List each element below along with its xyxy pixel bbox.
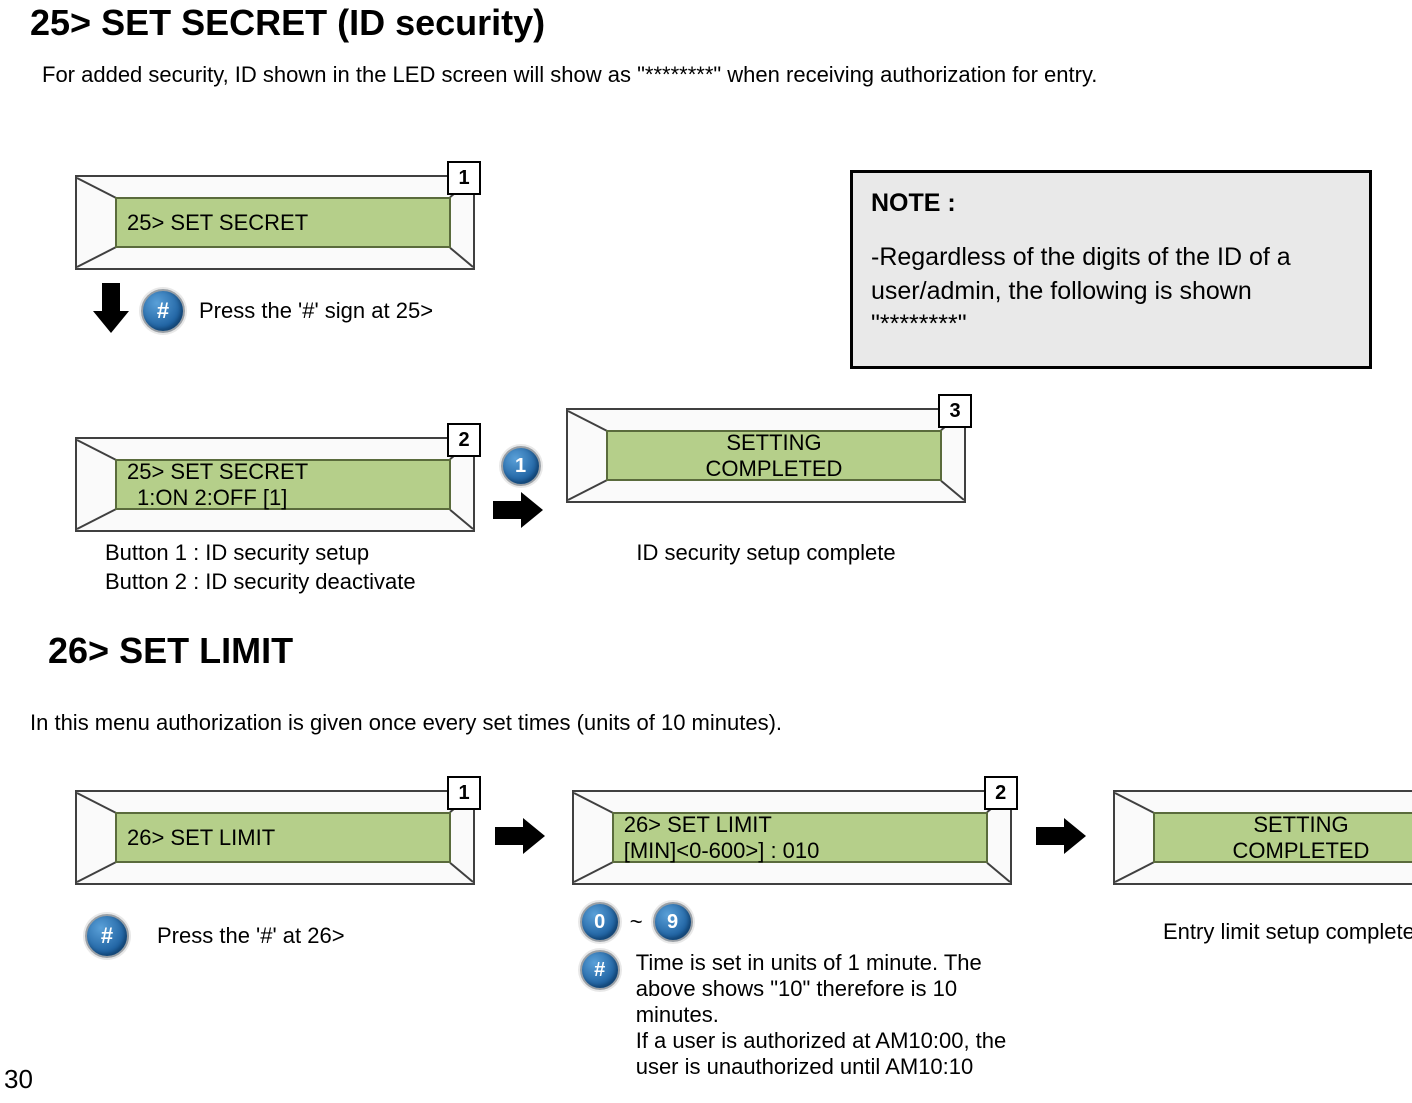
nine-key-icon: 9 xyxy=(653,902,693,942)
lcd-line2: COMPLETED xyxy=(1233,838,1370,863)
lcd-line2: 1:ON 2:OFF [1] xyxy=(127,485,287,510)
hash-key-icon: # xyxy=(141,289,185,333)
lcd-screen: SETTING COMPLETED xyxy=(1113,790,1412,885)
lcd-line1: 25> SET SECRET xyxy=(127,459,308,484)
step3-caption: ID security setup complete xyxy=(566,540,966,566)
section-26-subtitle: In this menu authorization is given once… xyxy=(30,710,782,736)
lcd-screen: 25> SET SECRET xyxy=(75,175,475,270)
step-badge: 1 xyxy=(447,776,481,810)
lcd-screen: 26> SET LIMIT [MIN]<0-600>] : 010 xyxy=(572,790,1012,885)
s26-step2: 26> SET LIMIT [MIN]<0-600>] : 010 2 0 ~ … xyxy=(572,790,1017,1080)
arrow-down-icon xyxy=(93,283,129,338)
lcd-text: 26> SET LIMIT xyxy=(127,825,275,850)
step-badge: 2 xyxy=(984,776,1018,810)
s25-step1-block: 25> SET SECRET 1 # Press the '#' sign at… xyxy=(75,175,475,338)
tilde-text: ~ xyxy=(630,909,643,935)
note-title: NOTE : xyxy=(871,187,1351,221)
manual-page: 25> SET SECRET (ID security) For added s… xyxy=(0,0,1412,1103)
one-key-icon: 1 xyxy=(501,446,541,486)
lcd-line1: SETTING xyxy=(1253,812,1348,837)
section-25-subtitle: For added security, ID shown in the LED … xyxy=(42,62,1382,88)
s26-step3: SETTING COMPLETED 3 Entry limit setup co… xyxy=(1113,790,1412,947)
step1-caption: Press the '#' at 26> xyxy=(157,923,345,949)
step1-caption: Press the '#' sign at 25> xyxy=(199,298,433,324)
section-26-title: 26> SET LIMIT xyxy=(48,630,293,672)
lcd-line2: COMPLETED xyxy=(706,456,843,481)
step2-caption-l1: Button 1 : ID security setup xyxy=(105,539,416,568)
lcd-screen: 25> SET SECRET 1:ON 2:OFF [1] xyxy=(75,437,475,532)
step3-caption: Entry limit setup complete xyxy=(1163,918,1412,947)
s26-step1: 26> SET LIMIT 1 # Press the '#' at 26> xyxy=(75,790,475,958)
lcd-line2: [MIN]<0-600>] : 010 xyxy=(624,838,820,863)
note-box: NOTE : -Regardless of the digits of the … xyxy=(850,170,1372,369)
step2-desc: Time is set in units of 1 minute. The ab… xyxy=(636,950,1017,1080)
step2-caption-l2: Button 2 : ID security deactivate xyxy=(105,568,416,597)
section-25-title: 25> SET SECRET (ID security) xyxy=(30,0,1382,44)
lcd-line1: 26> SET LIMIT xyxy=(624,812,772,837)
s25-step2-3-row: 25> SET SECRET 1:ON 2:OFF [1] 2 Button 1… xyxy=(75,408,966,566)
arrow-right-icon xyxy=(1036,818,1089,854)
lcd-screen: SETTING COMPLETED xyxy=(566,408,966,503)
s26-row: 26> SET LIMIT 1 # Press the '#' at 26> 2… xyxy=(75,790,1412,1080)
lcd-text: 25> SET SECRET xyxy=(127,210,308,235)
page-number: 30 xyxy=(4,1064,33,1095)
step-badge: 2 xyxy=(447,423,481,457)
step-badge: 3 xyxy=(938,394,972,428)
arrow-right-icon xyxy=(495,818,548,854)
lcd-line1: SETTING xyxy=(726,430,821,455)
step-badge: 1 xyxy=(447,161,481,195)
lcd-screen: 26> SET LIMIT xyxy=(75,790,475,885)
hash-key-icon: # xyxy=(85,914,129,958)
hash-key-icon: # xyxy=(580,950,620,990)
arrow-right-icon xyxy=(493,492,548,528)
note-body: -Regardless of the digits of the ID of a… xyxy=(871,241,1351,342)
zero-key-icon: 0 xyxy=(580,902,620,942)
